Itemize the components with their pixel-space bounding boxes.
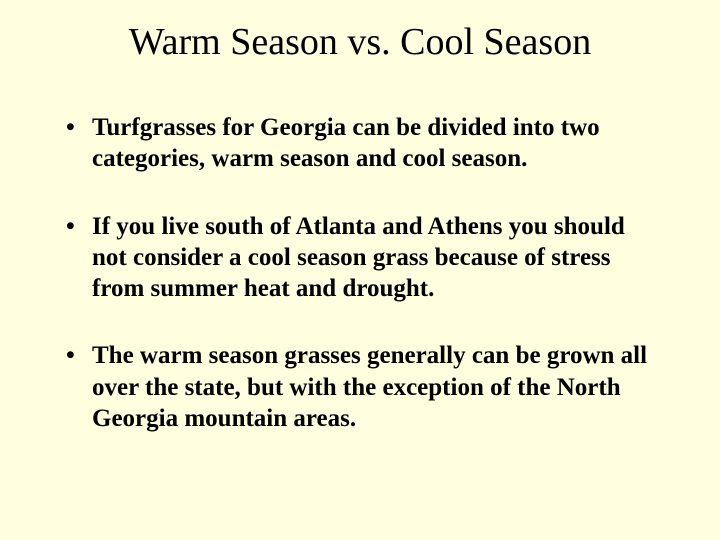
list-item: The warm season grasses generally can be… [60,340,660,434]
bullet-list: Turfgrasses for Georgia can be divided i… [60,112,660,434]
list-item: If you live south of Atlanta and Athens … [60,211,660,305]
list-item: Turfgrasses for Georgia can be divided i… [60,112,660,175]
slide-title: Warm Season vs. Cool Season [40,20,680,64]
